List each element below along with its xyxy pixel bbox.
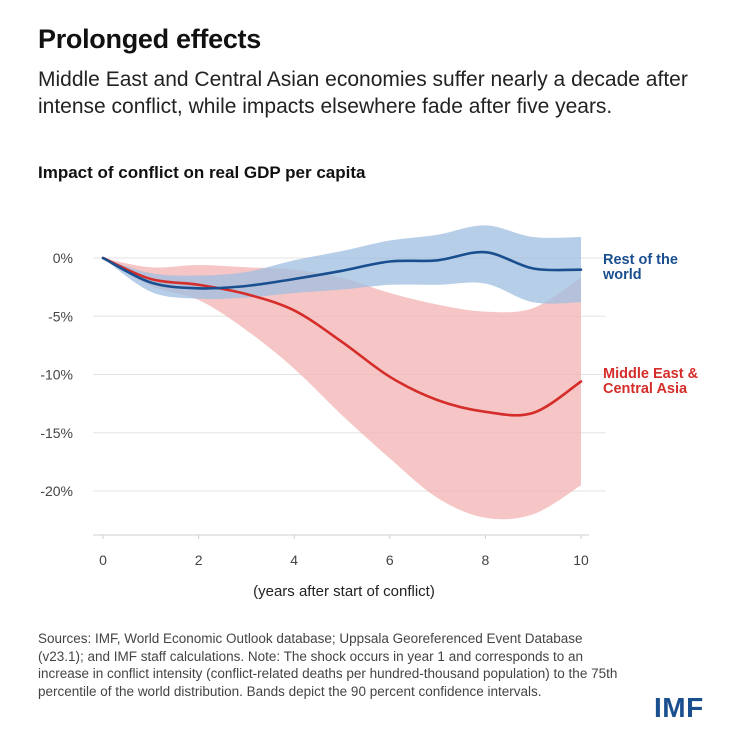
x-tick-label: 4 [290, 552, 298, 568]
imf-logo: IMF [654, 692, 704, 723]
y-tick-label: -5% [48, 308, 73, 324]
series-label-rest-of-world-line1: Rest of the [603, 252, 678, 268]
x-tick-label: 6 [386, 552, 394, 568]
page-title: Prolonged effects [38, 24, 261, 54]
series-labels: Rest of the world Middle East & Central … [602, 252, 702, 397]
series-label-mec-line1: Middle East & [603, 366, 699, 382]
series-label-middle-east-central-asia: Middle East & Central Asia [603, 366, 702, 397]
axes: 0% -5% -10% -15% -20% 0 2 4 6 8 10 [40, 250, 589, 568]
y-tick-label: -10% [40, 367, 73, 383]
x-tick-label: 2 [195, 552, 203, 568]
x-axis-label: (years after start of conflict) [253, 583, 435, 600]
series-label-rest-of-world: Rest of the world [602, 252, 682, 283]
series-line-middle-east-central-asia [101, 256, 583, 417]
y-tick-label: -20% [40, 483, 73, 499]
line-chart: 0% -5% -10% -15% -20% 0 2 4 6 8 10 Rest of the wor… [40, 225, 702, 600]
series-line-rest-of-the-world [101, 250, 583, 290]
series-label-mec-line2: Central Asia [603, 381, 688, 397]
confidence-band-rest-of-the-world [103, 225, 581, 304]
series-lines [101, 250, 583, 417]
source-note: Sources: IMF, World Economic Outlook dat… [38, 631, 618, 699]
x-tick-label: 0 [99, 552, 107, 568]
y-tick-label: -15% [40, 425, 73, 441]
x-tick-label: 8 [482, 552, 490, 568]
chart-title: Impact of conflict on real GDP per capit… [38, 163, 366, 182]
series-label-rest-of-world-line2: world [602, 267, 642, 283]
confidence-bands [103, 225, 581, 520]
page-subtitle: Middle East and Central Asian economies … [38, 68, 688, 118]
x-tick-label: 10 [573, 552, 589, 568]
y-tick-label: 0% [53, 250, 73, 266]
confidence-band-middle-east-central-asia [103, 258, 581, 520]
